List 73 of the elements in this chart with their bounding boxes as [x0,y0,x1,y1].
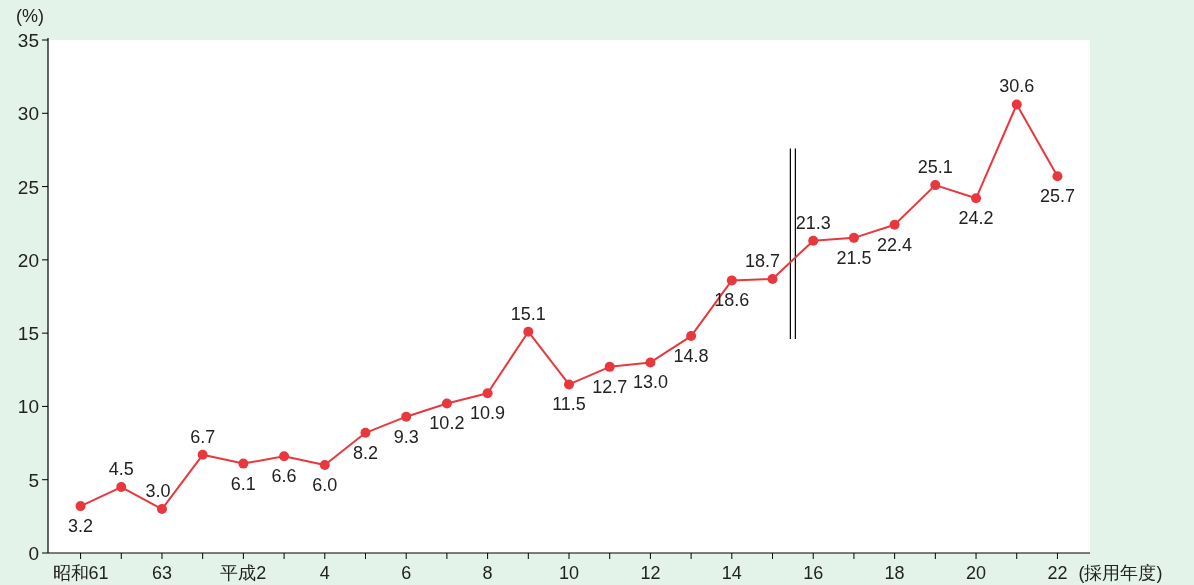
y-tick-label: 35 [17,30,39,51]
x-tick-label: 8 [482,563,493,583]
data-label: 11.5 [552,394,586,415]
y-tick-label: 10 [17,396,39,418]
x-tick-label: 10 [558,563,580,583]
point [156,504,167,515]
data-label: 6.7 [190,426,216,447]
point [441,398,452,409]
y-tick-label: 0 [28,543,39,564]
point [930,180,941,191]
data-label: 25.7 [1039,186,1075,207]
data-label: 9.3 [393,426,419,447]
point [482,388,493,399]
data-label: 6.6 [271,466,297,487]
data-label: 15.1 [510,303,546,324]
y-tick-label: 30 [17,103,39,125]
data-label: 18.7 [744,250,781,271]
x-tick-label: 14 [721,563,742,583]
data-label: 21.3 [795,212,831,233]
point [726,275,737,286]
data-label: 6.1 [230,473,256,494]
y-tick-label: 5 [28,469,39,491]
point [197,449,208,460]
data-label: 4.5 [108,459,134,480]
data-label: 25.1 [917,157,953,178]
point [889,219,900,230]
point [75,501,86,512]
data-label: 24.2 [958,208,994,229]
point [360,427,371,438]
x-tick-label: 18 [884,563,905,583]
x-tick-label: 平成2 [220,563,267,583]
y-tick-label: 15 [17,323,39,345]
data-label: 22.4 [877,234,913,255]
point [1011,99,1022,110]
x-tick-label: 63 [151,563,172,583]
point [971,193,982,204]
point [767,273,778,284]
y-tick-label: 20 [17,249,39,271]
data-label: 6.0 [312,475,338,496]
data-label: 12.7 [592,376,628,397]
data-label: 10.9 [470,403,506,424]
point [1052,171,1063,182]
data-label: 14.8 [673,346,709,367]
data-label: 3.2 [68,516,94,537]
data-label: 10.2 [429,413,465,434]
data-label: 30.6 [999,76,1035,97]
x-tick-label: 4 [319,563,330,583]
data-label: 8.2 [352,442,378,463]
point [116,482,127,493]
x-axis-title: (採用年度) [1078,563,1163,583]
y-tick-label: 25 [17,176,39,198]
x-tick-label: 20 [966,563,987,583]
data-label: 18.6 [714,290,750,311]
point [645,357,656,368]
point [238,458,249,469]
point [401,411,412,422]
y-axis-title: (%) [16,6,44,26]
point [523,326,534,337]
point [686,331,697,342]
data-label: 13.0 [632,372,668,393]
point [808,235,819,246]
x-tick-label: 6 [401,563,412,583]
point [279,451,290,462]
x-tick-label: 16 [803,563,824,583]
point [319,460,330,471]
point [848,232,859,243]
x-tick-label: 22 [1047,563,1068,583]
point [564,379,574,390]
data-label: 3.0 [145,481,171,502]
data-label: 21.5 [836,247,872,268]
x-tick-label: 昭和61 [52,563,109,583]
x-tick-label: 12 [640,563,661,583]
point [604,361,615,372]
